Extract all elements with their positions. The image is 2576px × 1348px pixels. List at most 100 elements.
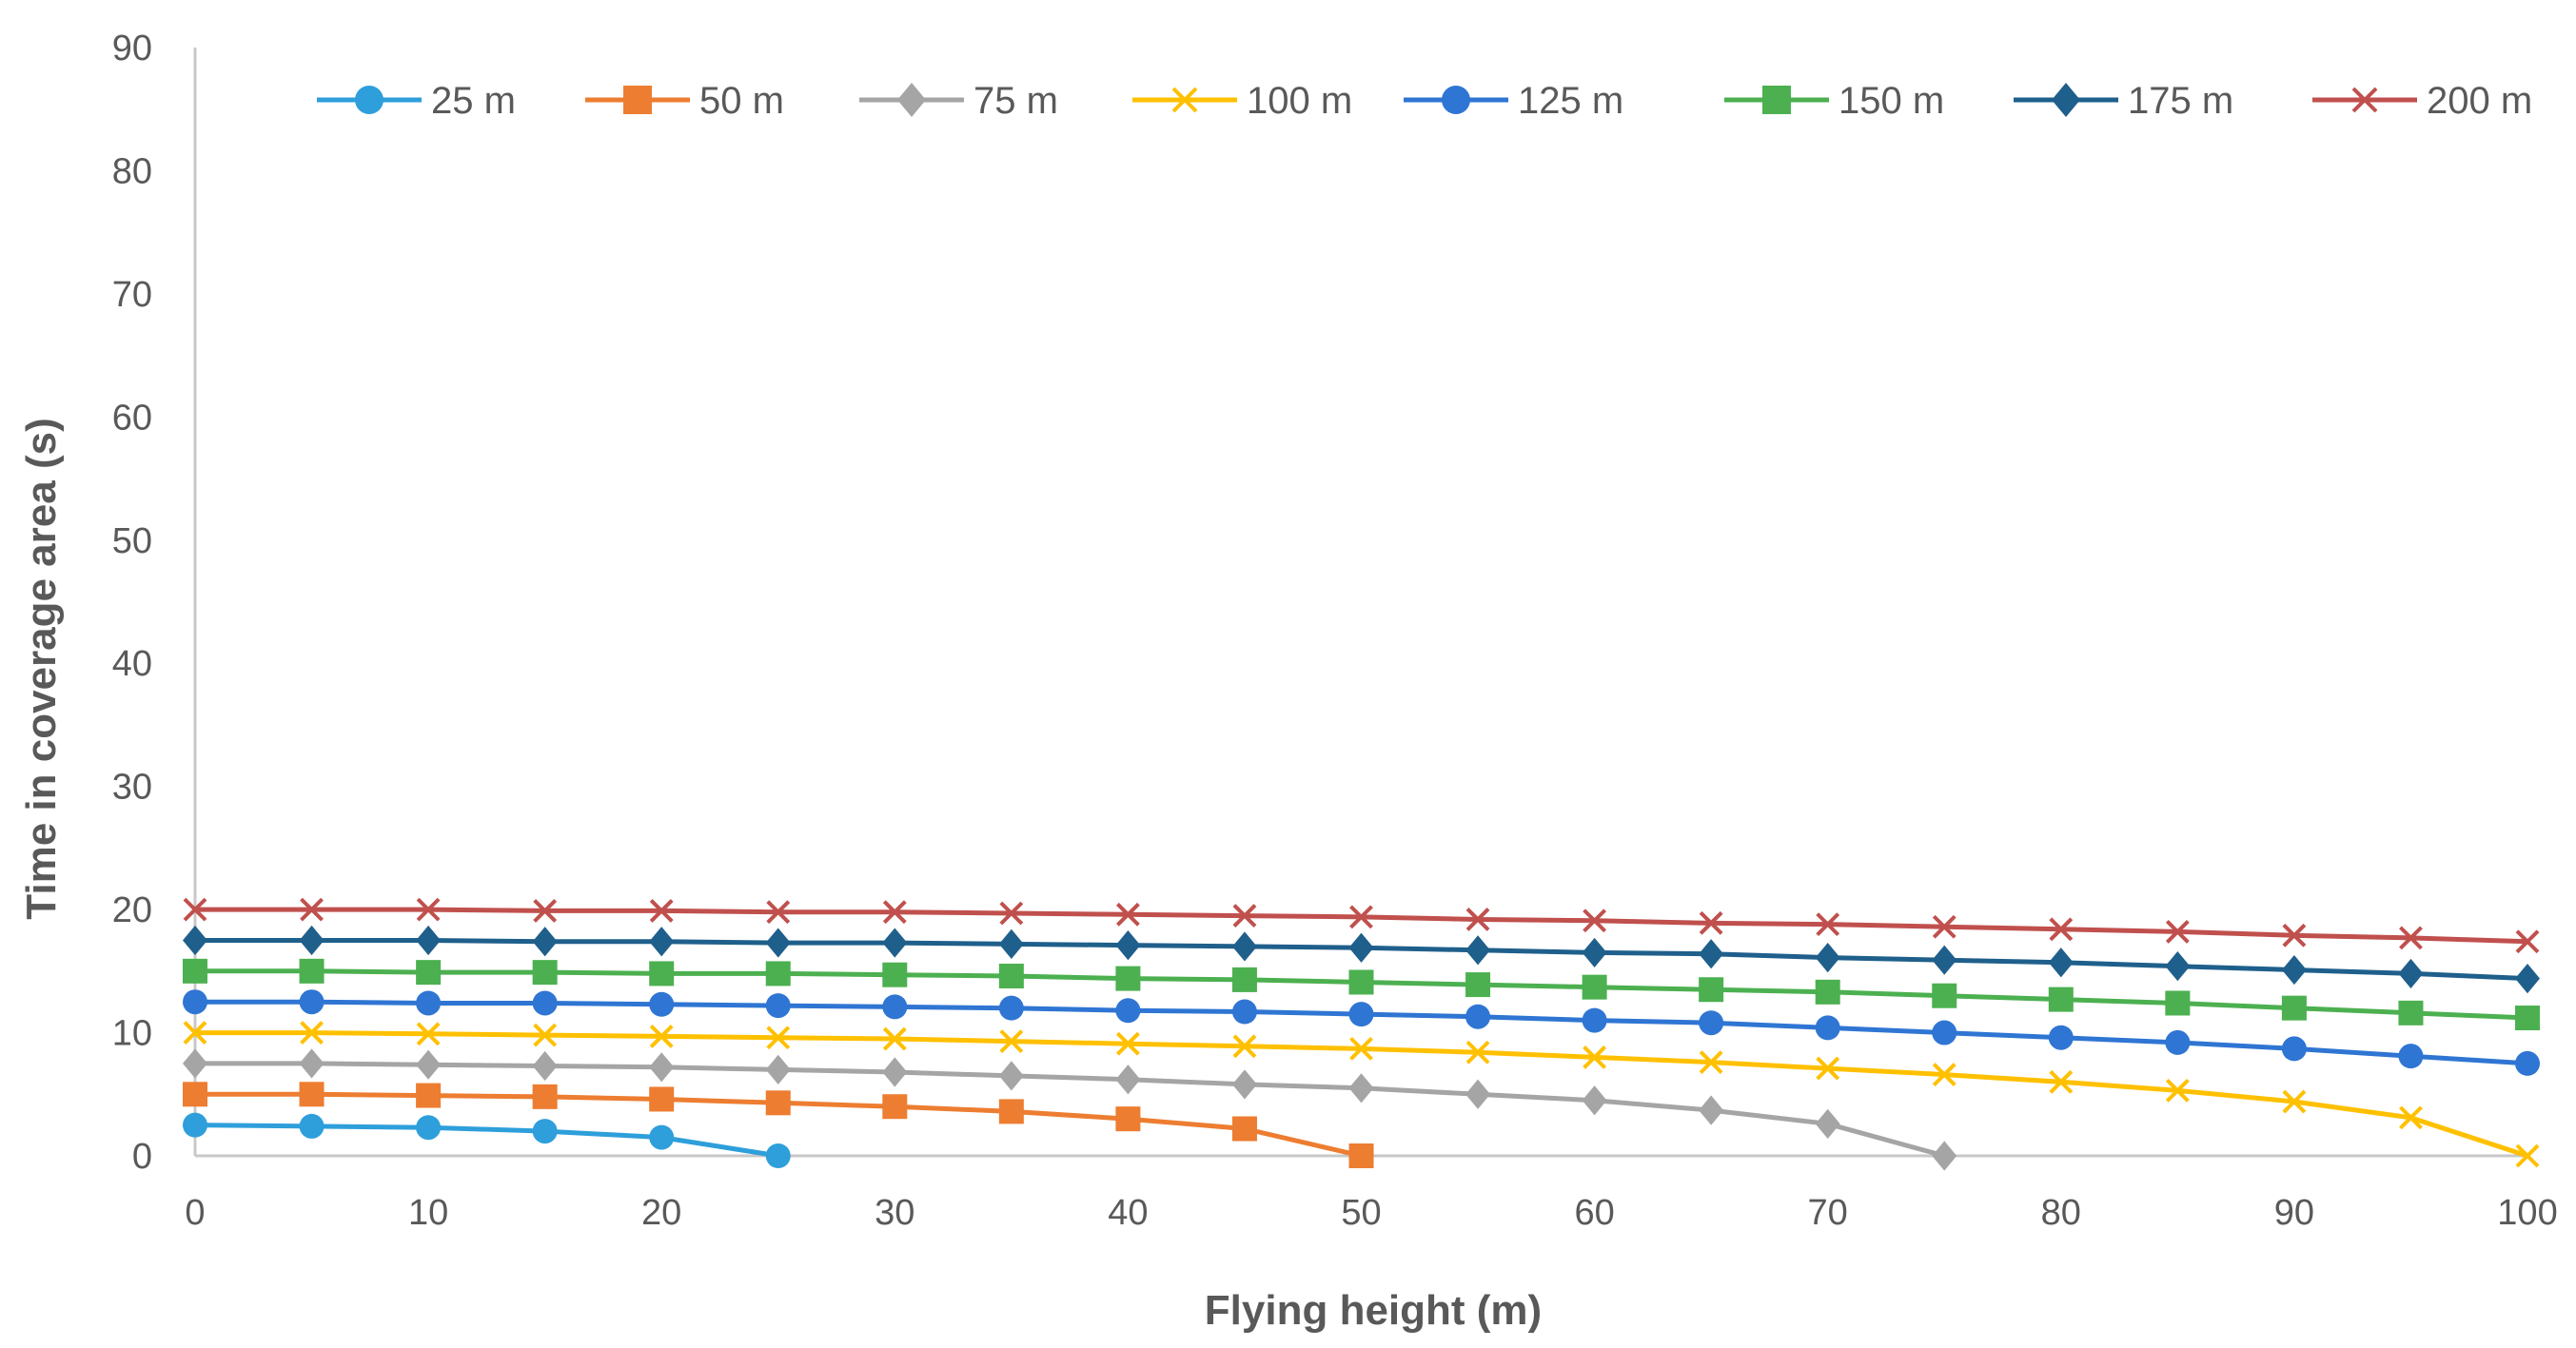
legend-marker (1171, 87, 1198, 113)
data-point (2398, 1000, 2424, 1026)
data-point (882, 928, 908, 958)
data-point (1232, 1034, 1257, 1059)
data-point (533, 898, 558, 923)
data-point (2048, 1025, 2074, 1050)
data-point (1348, 1002, 1374, 1027)
data-point (533, 1023, 558, 1047)
data-point (1465, 1040, 1490, 1065)
x-axis-title: Flying height (m) (1205, 1287, 1542, 1334)
series-200-m (183, 897, 2540, 954)
data-point (1231, 967, 1257, 992)
series-175-m (183, 925, 2540, 994)
data-point (998, 995, 1024, 1021)
data-point (2515, 929, 2540, 954)
legend-item: 175 m (2014, 80, 2233, 122)
x-tick-label: 80 (2041, 1193, 2081, 1233)
data-point (183, 1082, 207, 1107)
data-point (299, 1082, 324, 1107)
data-point (649, 898, 674, 923)
series-25-m (183, 1112, 791, 1168)
data-point (1115, 1065, 1141, 1095)
data-point (1932, 914, 1957, 939)
legend-item: 150 m (1724, 80, 1944, 122)
data-point (1465, 1079, 1491, 1109)
legend-item: 125 m (1404, 80, 1623, 122)
data-point (766, 900, 791, 925)
data-point (765, 993, 791, 1019)
data-point (532, 960, 558, 986)
data-point (2398, 958, 2424, 989)
data-point (2282, 923, 2307, 948)
x-tick-label: 70 (1808, 1193, 1848, 1233)
data-point (183, 1112, 207, 1138)
data-point (1349, 905, 1373, 929)
legend-label: 175 m (2128, 80, 2233, 122)
x-tick-label: 40 (1108, 1193, 1148, 1233)
y-tick-label: 20 (112, 890, 152, 930)
data-point (1815, 1015, 1840, 1041)
y-tick-label: 10 (112, 1014, 152, 1054)
legend-marker (897, 83, 926, 117)
data-point (1115, 966, 1141, 991)
data-point (1583, 908, 1607, 933)
y-tick-label: 0 (132, 1137, 152, 1177)
data-point (1115, 930, 1141, 961)
data-point (765, 1054, 791, 1084)
legend-marker (355, 86, 383, 114)
x-tick-label: 90 (2274, 1193, 2314, 1233)
data-point (765, 961, 791, 987)
series-75-m (183, 1048, 1957, 1171)
legend-label: 75 m (973, 80, 1058, 122)
y-tick-label: 30 (112, 768, 152, 808)
data-point (300, 1021, 324, 1045)
data-point (1699, 1095, 1724, 1125)
data-point (1699, 1050, 1723, 1075)
data-point (416, 990, 442, 1016)
data-point (998, 964, 1024, 989)
data-point (2165, 1029, 2191, 1055)
data-point (2515, 1143, 2540, 1168)
x-tick-label: 30 (875, 1193, 914, 1233)
data-point (649, 1025, 674, 1048)
data-point (998, 928, 1024, 959)
data-point (1465, 935, 1491, 966)
legend-marker (1762, 86, 1791, 114)
data-point (2282, 1089, 2307, 1114)
data-point (1231, 1116, 1257, 1142)
data-point (882, 1057, 908, 1087)
series-line (194, 1123, 779, 1159)
data-point (2281, 1036, 2307, 1062)
data-point (416, 1083, 442, 1108)
legend-item: 75 m (859, 80, 1058, 122)
data-point (1932, 1141, 1957, 1171)
data-point (998, 1061, 1024, 1091)
data-point (299, 925, 324, 956)
legend-item: 50 m (585, 80, 784, 122)
data-point (300, 897, 324, 922)
data-point (1115, 998, 1141, 1024)
data-point (183, 989, 207, 1015)
legend-label: 200 m (2427, 80, 2532, 122)
data-point (2048, 948, 2074, 978)
data-point (2281, 995, 2307, 1021)
legend-marker (2351, 87, 2378, 113)
data-point (1465, 908, 1490, 931)
data-point (2398, 1044, 2424, 1069)
data-point (649, 927, 675, 957)
x-tick-label: 20 (641, 1193, 681, 1233)
y-tick-label: 70 (112, 275, 152, 315)
data-point (1582, 937, 1607, 968)
legend: 25 m 50 m 75 m 100 m 125 m 150 m 175 m 200 m (317, 80, 2532, 122)
legend-marker (623, 86, 652, 114)
data-point (1699, 910, 1723, 935)
data-point (2399, 926, 2423, 950)
series-line (195, 1061, 1945, 1159)
data-point (1815, 979, 1840, 1005)
data-point (416, 1022, 441, 1046)
data-point (416, 1115, 442, 1141)
data-point (416, 960, 442, 986)
data-point (882, 1026, 907, 1051)
data-point (1815, 942, 1840, 973)
data-point (1348, 1143, 1374, 1168)
series-50-m (183, 1082, 1374, 1168)
